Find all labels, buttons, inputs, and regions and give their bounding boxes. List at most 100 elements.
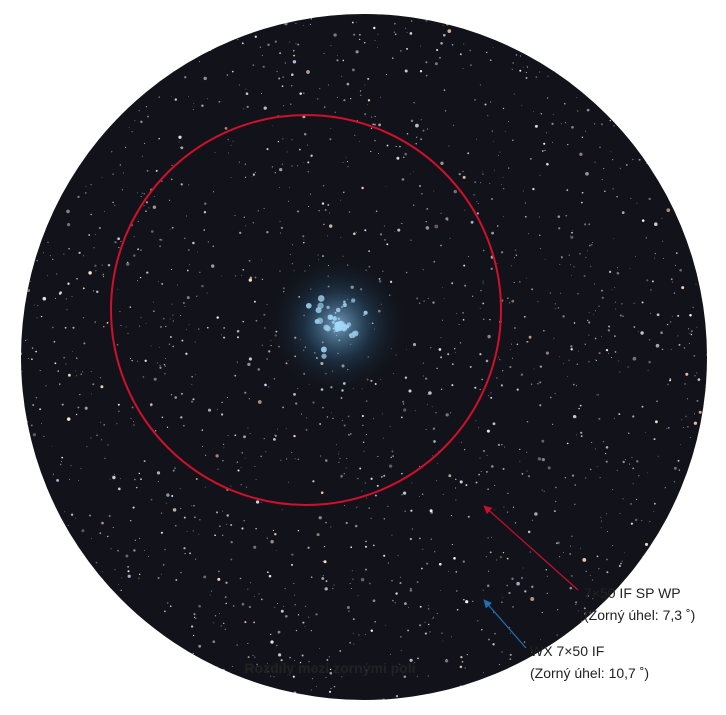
star [574,266,575,267]
star [100,609,101,610]
star [25,340,26,341]
star [21,474,24,477]
star [501,251,503,253]
star [439,348,442,351]
star [327,204,329,206]
star [493,47,494,48]
star [102,571,103,572]
star [397,229,400,232]
star [54,598,56,600]
star [448,474,451,477]
star [666,32,667,33]
star [325,677,326,678]
star [465,484,467,486]
star [503,216,504,217]
star [144,193,146,195]
star [77,196,79,198]
star [240,578,242,580]
star [369,508,370,509]
star [321,491,324,494]
star [66,210,70,214]
star [444,89,446,91]
star [196,296,197,297]
star [208,241,209,242]
star [698,104,699,105]
star [477,620,478,621]
star [597,394,599,396]
star [129,653,130,654]
star [322,202,324,204]
star [181,15,184,18]
star [348,611,349,612]
star [158,281,159,282]
star [693,34,694,35]
star [187,296,190,299]
star [595,359,596,360]
star [468,256,469,257]
star [303,163,304,164]
star [347,606,350,609]
star [483,174,484,175]
star [133,254,135,256]
star [41,515,44,518]
star [318,210,319,211]
star [255,320,257,322]
star [676,252,678,254]
star [110,63,111,64]
star [696,201,698,203]
star [138,578,139,579]
star [632,159,633,160]
star [450,412,451,413]
star [73,130,74,131]
star [249,606,251,608]
star [25,223,27,225]
star [144,18,146,20]
star [460,27,461,28]
star [696,400,698,402]
star [79,656,80,657]
star [21,580,23,582]
star [40,111,41,112]
star [574,504,575,505]
star [25,124,27,126]
star [283,606,284,607]
star [504,35,505,36]
star [76,375,77,376]
star [353,633,354,634]
star [66,298,67,299]
star [374,140,376,142]
star [324,106,326,108]
star [170,336,172,338]
star [576,97,577,98]
star [615,696,617,698]
star [525,13,527,15]
star [83,317,84,318]
star [91,11,94,14]
star [410,239,412,241]
star [555,487,556,488]
star [487,335,490,338]
star [179,142,180,143]
star [627,28,628,29]
star [161,180,163,182]
star [114,474,115,475]
star [48,106,49,107]
star [279,168,282,171]
star [477,212,479,214]
star [431,539,432,540]
star [291,564,293,566]
star [290,104,291,105]
star [143,70,145,72]
star [440,162,443,165]
star [103,424,105,426]
star [655,144,656,145]
star [665,49,666,50]
star [28,516,29,517]
star [260,47,261,48]
star [264,384,267,387]
star [161,513,162,514]
star [371,128,372,129]
star [599,64,600,65]
star [706,403,707,404]
star [31,212,32,213]
